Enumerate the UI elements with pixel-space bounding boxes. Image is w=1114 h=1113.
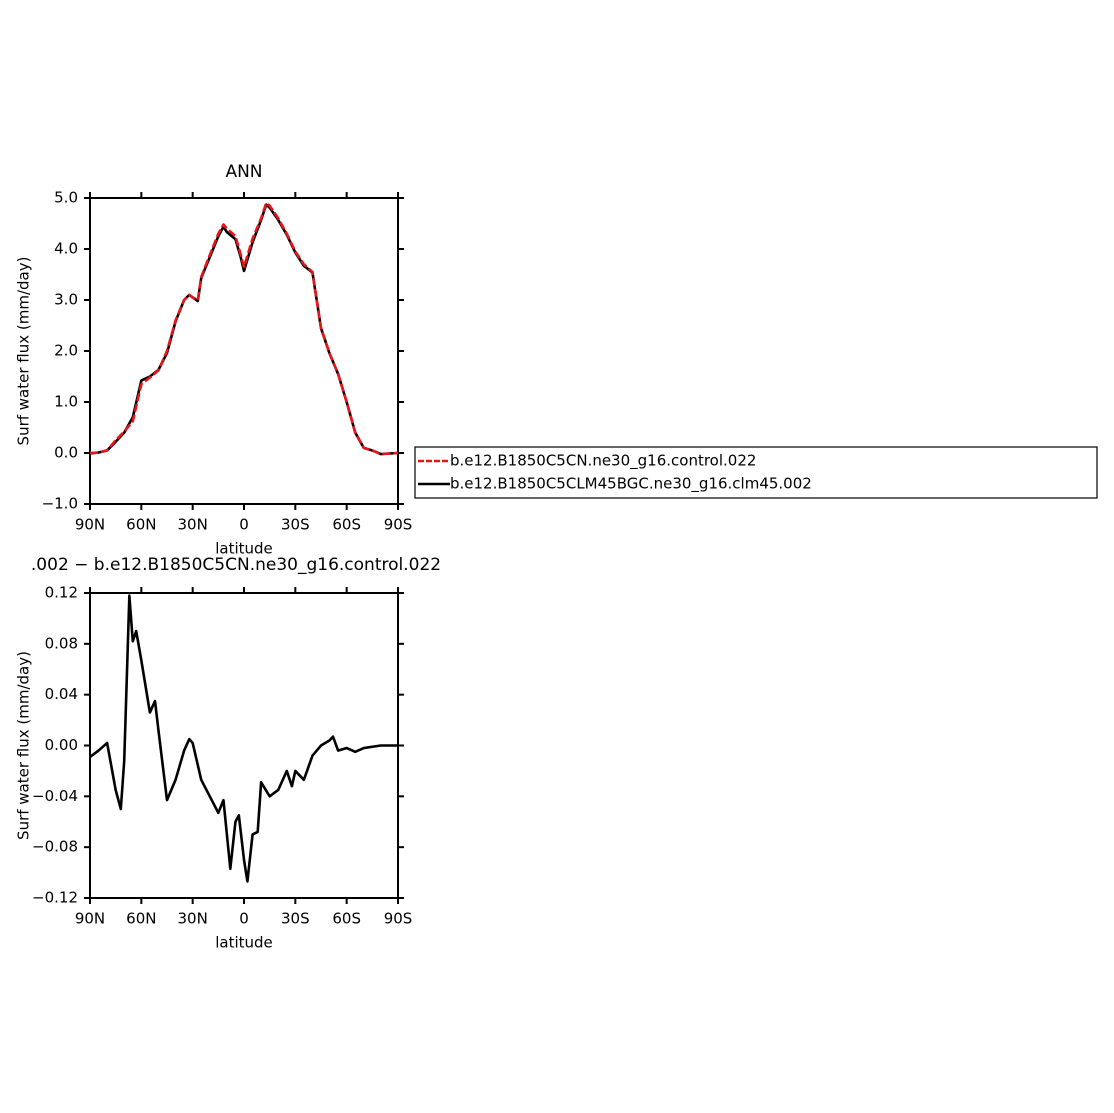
y-tick-label: 1.0 [54,393,78,411]
x-axis-label: latitude [215,540,273,558]
x-tick-label: 90N [75,516,105,534]
x-tick-label: 90S [384,910,413,928]
y-axis-label: Surf water flux (mm/day) [15,651,33,840]
x-axis-label: latitude [215,934,273,952]
x-tick-label: 30S [281,910,310,928]
y-tick-label: 0.08 [45,634,78,652]
legend-box [414,446,1098,499]
y-tick-label: 4.0 [54,240,78,258]
y-tick-label: 5.0 [54,189,78,207]
plot-frame [89,197,399,505]
y-tick-label: −0.08 [32,838,78,856]
x-tick-label: 90N [75,910,105,928]
chart-title: ANN [225,162,262,182]
y-tick-label: −1.0 [42,495,78,513]
data-line [89,201,399,456]
y-tick-label: 0.12 [45,584,78,602]
x-tick-label: 60S [332,910,361,928]
x-tick-label: 30N [178,910,208,928]
x-tick-label: 60N [126,516,156,534]
y-tick-label: 2.0 [54,342,78,360]
x-tick-label: 0 [239,516,249,534]
x-tick-label: 0 [239,910,249,928]
chart-title: .002 − b.e12.B1850C5CN.ne30_g16.control.… [31,555,441,575]
y-tick-label: −0.04 [32,787,78,805]
x-tick-label: 60N [126,910,156,928]
y-tick-label: −0.12 [32,889,78,907]
y-tick-label: 0.04 [45,685,78,703]
y-tick-label: 0.00 [45,736,78,754]
legend-label: b.e12.B1850C5CLM45BGC.ne30_g16.clm45.002 [450,475,812,494]
legend-label: b.e12.B1850C5CN.ne30_g16.control.022 [450,452,756,471]
y-axis-label: Surf water flux (mm/day) [15,257,33,446]
y-tick-label: 3.0 [54,291,78,309]
x-tick-label: 30N [178,516,208,534]
x-tick-label: 90S [384,516,413,534]
x-tick-label: 60S [332,516,361,534]
y-tick-label: 0.0 [54,444,78,462]
x-tick-label: 30S [281,516,310,534]
data-line [89,594,398,883]
